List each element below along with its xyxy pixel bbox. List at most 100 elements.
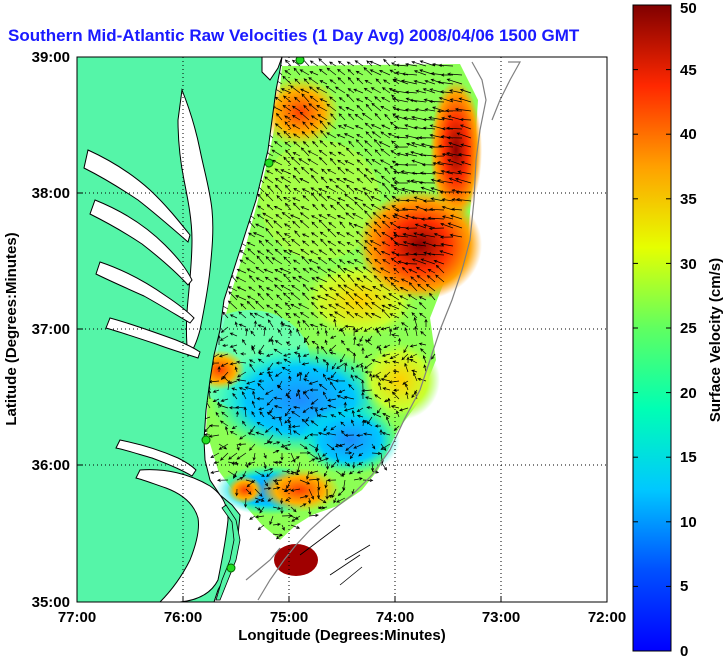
velocity-arrow xyxy=(345,168,355,175)
velocity-arrow xyxy=(319,284,328,292)
velocity-arrow xyxy=(299,479,311,485)
velocity-arrow xyxy=(266,398,274,406)
velocity-arrow xyxy=(399,295,409,301)
velocity-arrow xyxy=(420,348,427,355)
velocity-arrow xyxy=(292,276,301,283)
velocity-arrow xyxy=(254,488,263,497)
velocity-arrow xyxy=(337,60,346,67)
y-tick-labels: 39:00 38:00 37:00 36:00 35:00 xyxy=(32,49,70,611)
velocity-arrow xyxy=(307,150,319,157)
velocity-arrow xyxy=(292,220,301,229)
colorbar: 0 5 10 15 20 25 30 35 40 45 50 Surface V… xyxy=(632,0,724,659)
velocity-arrow xyxy=(354,283,364,292)
velocity-arrow xyxy=(419,312,427,319)
velocity-arrow xyxy=(299,178,310,184)
velocity-arrow xyxy=(382,214,391,220)
velocity-arrow xyxy=(218,353,229,358)
velocity-arrow xyxy=(432,106,445,112)
velocity-arrow xyxy=(374,258,382,265)
velocity-arrow xyxy=(348,470,355,475)
velocity-arrow xyxy=(246,300,256,310)
velocity-arrow xyxy=(447,222,463,229)
velocity-arrow xyxy=(283,233,292,238)
velocity-arrow xyxy=(336,134,346,139)
velocity-arrow xyxy=(257,205,265,211)
velocity-arrow xyxy=(404,261,418,266)
velocity-arrow xyxy=(274,340,283,346)
velocity-arrow xyxy=(317,257,328,265)
velocity-arrow xyxy=(344,193,355,202)
velocity-arrow xyxy=(257,351,265,355)
velocity-arrow xyxy=(347,113,355,121)
velocity-arrow xyxy=(316,345,320,355)
velocity-arrow xyxy=(363,432,373,436)
velocity-arrow xyxy=(301,418,310,427)
velocity-arrow xyxy=(391,89,409,94)
velocity-arrow xyxy=(272,522,281,526)
velocity-arrow xyxy=(281,237,292,247)
velocity-arrow xyxy=(342,178,355,184)
velocity-arrow xyxy=(293,405,301,409)
velocity-arrow xyxy=(353,336,357,346)
velocity-arrow xyxy=(380,131,391,139)
velocity-arrow xyxy=(291,285,301,292)
velocity-arrow xyxy=(327,169,337,175)
velocity-arrow xyxy=(381,304,391,310)
velocity-arrow xyxy=(238,311,247,319)
velocity-arrow xyxy=(224,426,229,436)
x-tick-label: 72:00 xyxy=(588,609,626,626)
velocity-arrow xyxy=(245,327,249,337)
velocity-arrow xyxy=(392,215,400,220)
velocity-arrow xyxy=(417,283,427,292)
velocity-arrow xyxy=(316,295,328,301)
velocity-arrow xyxy=(234,321,238,328)
velocity-arrow xyxy=(422,355,427,364)
velocity-arrow xyxy=(440,222,454,229)
velocity-arrow xyxy=(275,112,283,121)
velocity-arrow xyxy=(355,362,364,368)
velocity-arrow xyxy=(302,141,310,148)
velocity-arrow xyxy=(364,293,373,301)
velocity-arrow xyxy=(322,359,328,364)
velocity-arrow xyxy=(303,104,310,112)
velocity-arrow xyxy=(315,276,328,283)
colorbar-tick-label: 45 xyxy=(680,62,697,79)
velocity-arrow xyxy=(438,96,454,103)
velocity-arrow xyxy=(345,212,355,220)
plot-area xyxy=(77,57,607,602)
velocity-arrow xyxy=(310,420,319,427)
velocity-arrow xyxy=(280,497,284,505)
velocity-arrow xyxy=(455,177,472,184)
colorbar-tick-label: 40 xyxy=(680,126,697,143)
velocity-arrow xyxy=(273,205,283,211)
velocity-arrow xyxy=(236,443,240,451)
velocity-arrow xyxy=(304,371,310,378)
velocity-arrow xyxy=(441,116,454,121)
velocity-arrow xyxy=(369,240,382,247)
velocity-arrow xyxy=(329,61,337,67)
velocity-arrow xyxy=(285,149,292,157)
velocity-arrow xyxy=(310,192,319,202)
velocity-arrow xyxy=(293,313,301,319)
velocity-arrow xyxy=(356,343,364,347)
velocity-arrow xyxy=(355,239,364,247)
velocity-arrow xyxy=(420,142,436,148)
velocity-arrow xyxy=(318,219,328,229)
velocity-arrow xyxy=(404,382,409,391)
velocity-arrow xyxy=(310,311,319,319)
velocity-arrow xyxy=(426,274,436,283)
velocity-arrow xyxy=(255,300,265,310)
velocity-arrow xyxy=(436,179,454,184)
velocity-arrow xyxy=(389,313,400,319)
velocity-arrow xyxy=(322,452,328,457)
velocity-arrow xyxy=(417,377,427,382)
velocity-arrow xyxy=(439,90,454,94)
velocity-arrow xyxy=(361,347,365,355)
velocity-arrow xyxy=(370,87,382,94)
velocity-arrow xyxy=(298,158,310,166)
velocity-arrow xyxy=(318,249,328,256)
velocity-arrow xyxy=(348,383,355,391)
velocity-arrow xyxy=(355,70,364,76)
velocity-arrow xyxy=(328,304,337,310)
velocity-arrow xyxy=(316,105,328,112)
